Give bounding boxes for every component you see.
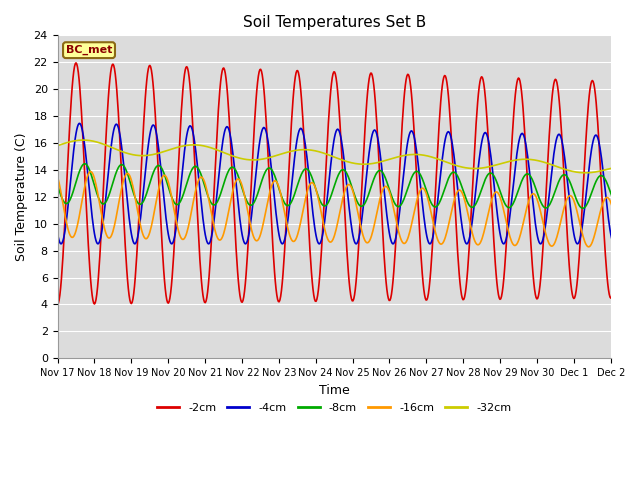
-2cm [415,208,422,214]
-32cm [54,143,61,148]
-4cm [124,201,131,206]
-4cm [415,170,423,176]
-16cm [284,225,291,230]
-4cm [389,241,397,247]
-16cm [621,245,629,251]
-2cm [54,301,61,307]
-2cm [124,277,131,283]
Legend: -2cm, -4cm, -8cm, -16cm, -32cm: -2cm, -4cm, -8cm, -16cm, -32cm [152,398,516,417]
-32cm [582,170,589,176]
-4cm [449,141,456,146]
Line: -16cm: -16cm [58,171,640,248]
-32cm [447,161,455,167]
-16cm [262,211,269,216]
-32cm [79,137,87,143]
-8cm [232,168,240,174]
Line: -8cm: -8cm [58,164,640,209]
-16cm [232,178,240,184]
-16cm [447,208,455,214]
-4cm [284,219,291,225]
X-axis label: Time: Time [319,384,349,396]
-8cm [124,171,131,177]
-2cm [72,60,80,66]
-8cm [81,161,88,167]
-2cm [447,138,455,144]
-32cm [415,152,422,157]
-16cm [87,168,95,174]
-2cm [232,245,240,251]
-32cm [232,154,240,160]
-8cm [54,182,61,188]
-8cm [262,169,269,175]
Title: Soil Temperatures Set B: Soil Temperatures Set B [243,15,426,30]
Line: -4cm: -4cm [58,123,640,244]
Line: -2cm: -2cm [58,63,640,304]
-16cm [415,192,422,198]
Text: BC_met: BC_met [66,45,112,55]
Y-axis label: Soil Temperature (C): Soil Temperature (C) [15,132,28,261]
-2cm [262,105,269,110]
-32cm [262,156,269,161]
-8cm [415,169,422,175]
-16cm [54,174,61,180]
-4cm [232,180,240,186]
Line: -32cm: -32cm [58,140,640,173]
-4cm [54,230,61,236]
-4cm [262,126,269,132]
-32cm [284,149,291,155]
-2cm [284,192,291,198]
-8cm [616,206,624,212]
-8cm [447,170,455,176]
-4cm [76,120,84,126]
-16cm [124,170,131,176]
-32cm [124,151,131,156]
-8cm [284,203,291,208]
